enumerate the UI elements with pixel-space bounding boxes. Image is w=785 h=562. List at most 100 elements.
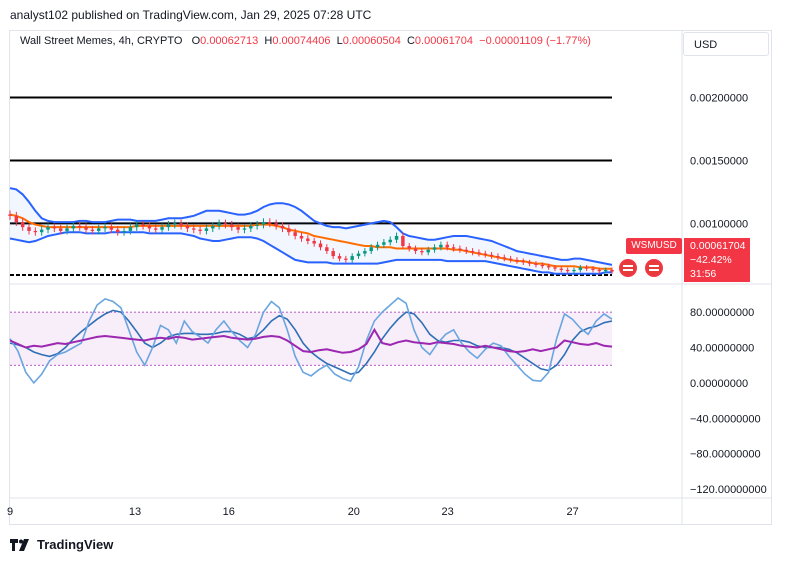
oscillator-tick-label: −40.00000000 [690, 413, 761, 425]
candle-body [147, 225, 152, 229]
candle-body [426, 249, 430, 253]
chart-frame [9, 30, 772, 525]
candle-body [546, 266, 551, 268]
candle-body [65, 228, 69, 231]
oscillator-tick-label: 0.00000000 [690, 378, 748, 390]
candle-body [166, 224, 171, 228]
time-tick-label: 9 [7, 506, 13, 518]
oscillator-tick-label: 80.00000000 [690, 307, 754, 319]
candle-body [58, 228, 63, 231]
candle-body [103, 227, 107, 229]
candle-body [84, 227, 88, 230]
candle-body [432, 247, 437, 250]
time-tick-label: 23 [441, 506, 453, 518]
publisher-note: analyst102 published on TradingView.com,… [10, 8, 372, 22]
candle-body [451, 247, 456, 249]
candle-body [527, 262, 532, 264]
stoch-k-line [9, 296, 613, 385]
candle-body [401, 235, 405, 247]
us-flag-icon[interactable] [619, 259, 637, 277]
candle-body [154, 228, 158, 230]
candle-body [52, 227, 57, 229]
candle-body [204, 228, 209, 231]
overbought-oversold-band [10, 312, 612, 366]
candle-body [8, 214, 12, 216]
candle-body [458, 248, 462, 250]
currency-button[interactable]: USD [683, 32, 769, 56]
us-flag-icon-2[interactable] [645, 259, 663, 277]
open-value: 0.00062713 [200, 35, 259, 47]
tradingview-brand[interactable]: TradingView [10, 537, 113, 552]
oscillator-tick-label: −80.00000000 [690, 449, 761, 461]
candle-body [350, 256, 354, 260]
candle-body [534, 263, 538, 265]
change-value: −0.00001109 (−1.77%) [479, 35, 591, 47]
candle-body [407, 246, 411, 249]
price-tick-label: 0.00200000 [690, 93, 748, 105]
candle-body [14, 215, 19, 223]
candle-body [565, 269, 570, 272]
candle-body [337, 256, 342, 259]
candle-body [318, 243, 323, 248]
candle-body [27, 227, 31, 231]
candle-body [211, 225, 215, 229]
candle-body [502, 257, 506, 259]
candle-body [242, 228, 247, 230]
tradingview-label: TradingView [37, 537, 114, 552]
symbol-title: Wall Street Memes, 4h, CRYPTO [20, 35, 183, 47]
price-tick-label: 0.00100000 [690, 218, 748, 230]
close-label: C [406, 35, 415, 47]
time-tick-label: 27 [566, 506, 578, 518]
candle-body [71, 225, 76, 229]
candle-body [363, 251, 367, 254]
candle-body [109, 227, 114, 230]
low-value: 0.00060504 [342, 35, 401, 47]
candle-body [306, 238, 310, 241]
time-tick-label: 13 [129, 506, 141, 518]
candle-body [230, 224, 234, 228]
bollinger-upper-line [9, 187, 613, 266]
candle-body [128, 227, 133, 231]
candle-body [508, 258, 513, 260]
candle-body [584, 267, 589, 269]
candle-body [312, 240, 316, 244]
bar-countdown: 31:56 [690, 268, 717, 280]
candle-body [249, 225, 253, 229]
candle-body [223, 223, 228, 225]
bollinger-basis-line [9, 213, 612, 270]
candle-body [489, 254, 494, 257]
candle-body [496, 256, 500, 258]
candle-body [420, 251, 424, 253]
candle-body [261, 222, 266, 225]
candle-body [217, 223, 221, 226]
candle-body [477, 252, 481, 254]
candle-body [515, 259, 519, 262]
symbol-legend: Wall Street Memes, 4h, CRYPTO O0.0006271… [20, 35, 591, 47]
candle-body [46, 227, 50, 230]
candle-body [356, 253, 361, 257]
candle-body [77, 225, 82, 228]
candle-body [122, 230, 126, 233]
candle-body [192, 228, 196, 230]
candle-body [90, 229, 95, 231]
candle-body [553, 267, 557, 269]
candle-body [20, 222, 25, 228]
candle-body [116, 229, 120, 233]
candle-body [287, 228, 291, 233]
candle-body [268, 222, 272, 224]
candle-body [280, 225, 285, 229]
candle-body [141, 224, 145, 226]
candle-body [325, 247, 329, 252]
candle-body [521, 261, 526, 263]
candle-body [33, 230, 38, 233]
candle-body [369, 247, 373, 252]
candle-body [439, 244, 443, 248]
candle-body [603, 269, 608, 272]
candle-body [578, 267, 583, 270]
candle-body [464, 249, 468, 252]
candle-body [185, 225, 190, 229]
candle-body [255, 224, 259, 226]
price-tag: 0.00061704 −42.42% 31:56 [684, 238, 750, 282]
bollinger-lower-line [9, 231, 612, 275]
